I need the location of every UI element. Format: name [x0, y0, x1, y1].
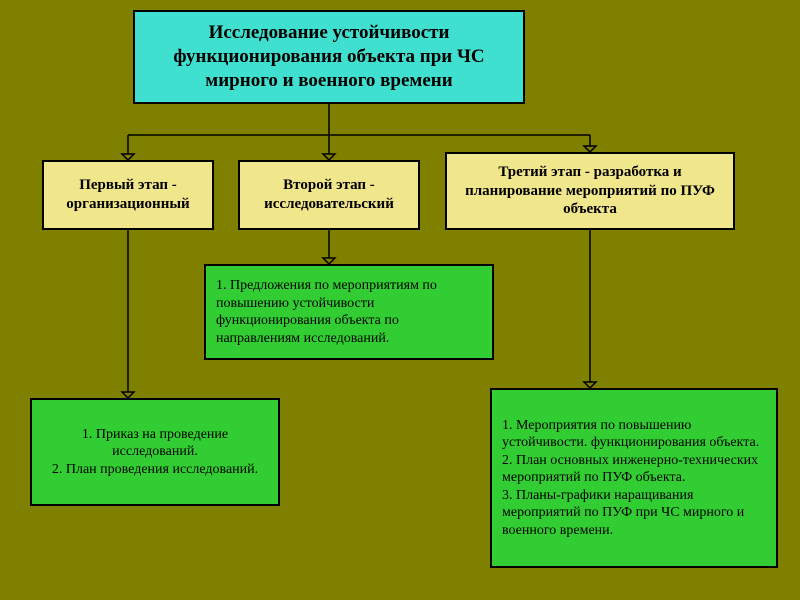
- detail2-text: 1. Предложения по мероприятиям по повыше…: [216, 277, 482, 347]
- stage2-text: Второй этап - исследовательский: [250, 176, 408, 214]
- stage1-box: Первый этап - организационный: [42, 160, 214, 230]
- detail1-box: 1. Приказ на проведение исследований. 2.…: [30, 398, 280, 506]
- detail1-text: 1. Приказ на проведение исследований. 2.…: [42, 426, 268, 479]
- detail3-box: 1. Мероприятия по повышению устойчивости…: [490, 388, 778, 568]
- stage1-text: Первый этап - организационный: [54, 176, 202, 214]
- title-text: Исследование устойчивости функционирован…: [145, 21, 513, 92]
- detail3-text: 1. Мероприятия по повышению устойчивости…: [502, 417, 766, 540]
- detail2-box: 1. Предложения по мероприятиям по повыше…: [204, 264, 494, 360]
- stage3-text: Третий этап - разработка и планирование …: [457, 163, 723, 219]
- stage2-box: Второй этап - исследовательский: [238, 160, 420, 230]
- title-box: Исследование устойчивости функционирован…: [133, 10, 525, 104]
- stage3-box: Третий этап - разработка и планирование …: [445, 152, 735, 230]
